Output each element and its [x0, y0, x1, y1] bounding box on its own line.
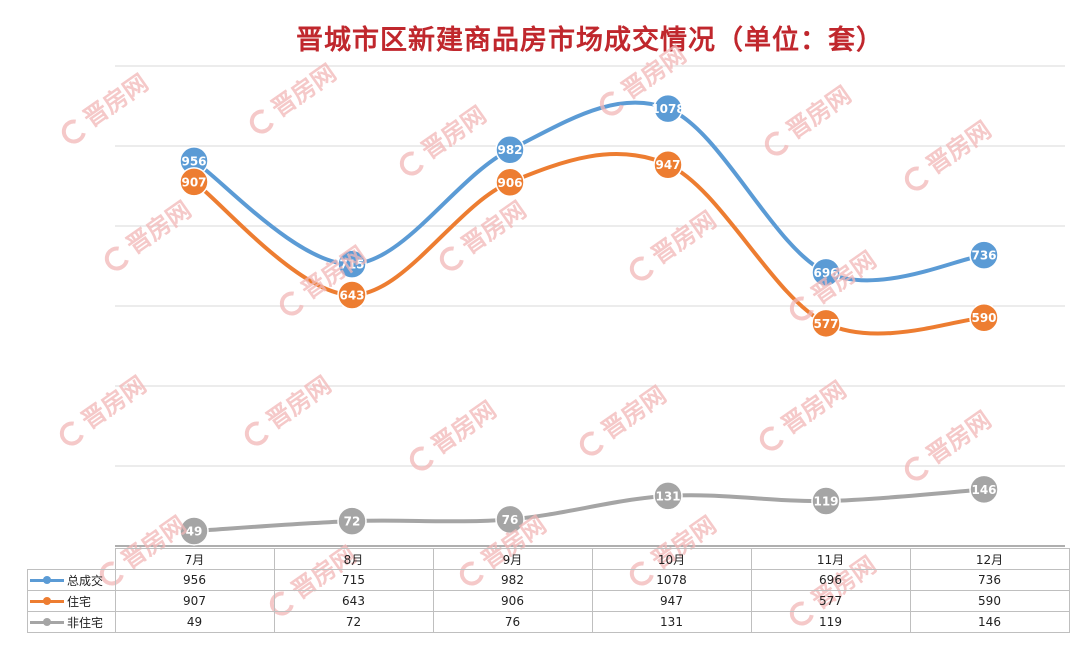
data-point — [969, 240, 999, 270]
table-header-month: 11月 — [750, 548, 911, 570]
table-cell: 72 — [273, 611, 434, 633]
data-label: 146 — [971, 483, 996, 497]
data-label: 131 — [655, 489, 680, 503]
data-label: 715 — [339, 258, 364, 272]
table-cell: 907 — [114, 590, 275, 612]
data-label: 1078 — [651, 102, 684, 116]
table-row: 非住宅 49 72 76 131 119 146 — [27, 611, 1070, 633]
data-label: 956 — [181, 154, 206, 168]
data-point — [337, 280, 367, 310]
data-point — [179, 167, 209, 197]
series-line-path — [192, 100, 986, 283]
table-cell: 1078 — [591, 569, 752, 591]
series-markers-1: 907 643 906 947 577 590 — [179, 149, 999, 339]
data-point — [179, 516, 209, 546]
table-cell: 76 — [432, 611, 593, 633]
data-point — [495, 167, 525, 198]
table-cell: 131 — [591, 611, 752, 633]
table-cell: 956 — [114, 569, 275, 591]
data-label: 907 — [181, 175, 206, 189]
legend-entry: 非住宅 — [27, 611, 116, 633]
chart-title: 晋城市区新建商品房市场成交情况（单位：套） — [296, 25, 884, 56]
data-point — [811, 308, 841, 339]
data-point — [495, 134, 525, 165]
table-cell: 736 — [909, 569, 1070, 591]
table-row: 总成交 956 715 982 1078 696 736 — [27, 569, 1070, 591]
legend-key-icon — [30, 597, 64, 607]
table-body: 总成交 956 715 982 1078 696 736 住宅 907 643 906 947 577 5… — [27, 569, 1070, 633]
table-corner — [27, 548, 116, 570]
data-label: 119 — [813, 494, 838, 508]
data-point — [969, 474, 999, 505]
table-header-month: 7月 — [114, 548, 275, 570]
data-point — [337, 506, 367, 536]
data-label: 696 — [813, 266, 838, 280]
data-label: 76 — [502, 513, 519, 527]
data-label: 643 — [339, 289, 364, 303]
table-cell: 982 — [432, 569, 593, 591]
table-cell: 119 — [750, 611, 911, 633]
gridlines — [115, 65, 1065, 547]
legend-key-icon — [30, 576, 64, 586]
legend-entry: 住宅 — [27, 590, 116, 612]
table-cell: 146 — [909, 611, 1070, 633]
data-label: 590 — [971, 311, 996, 325]
series-line-path — [192, 487, 986, 533]
table-cell: 715 — [273, 569, 434, 591]
data-label: 72 — [344, 515, 361, 529]
data-point — [495, 504, 525, 535]
legend-entry: 总成交 — [27, 569, 116, 591]
data-label: 736 — [971, 249, 996, 263]
data-point — [337, 249, 367, 279]
line-chart: 956 715 982 1078 696 736 907 643 906 947 577 590 49 7… — [115, 65, 1065, 547]
table-cell: 643 — [273, 590, 434, 612]
data-table: 7月 8月 9月 10月 11月 12月 总成交 956 715 982 1078 696 736 住宅… — [27, 548, 1070, 633]
table-cell: 590 — [909, 590, 1070, 612]
data-label: 982 — [497, 143, 522, 157]
data-point — [653, 149, 683, 180]
table-cell: 947 — [591, 590, 752, 612]
data-label: 577 — [813, 317, 838, 331]
series-line-path — [192, 152, 986, 336]
table-cell: 696 — [750, 569, 911, 591]
legend-label: 总成交 — [67, 573, 104, 588]
series-markers-0: 956 715 982 1078 696 736 — [179, 93, 999, 288]
data-point — [811, 257, 841, 288]
table-row: 住宅 907 643 906 947 577 590 — [27, 590, 1070, 612]
table-cell: 577 — [750, 590, 911, 612]
table-header-month: 12月 — [909, 548, 1070, 570]
table-header-month: 10月 — [591, 548, 752, 570]
series-markers-2: 49 72 76 131 119 146 — [179, 474, 999, 546]
data-point — [653, 93, 683, 124]
data-point — [811, 486, 841, 516]
table-header-month: 9月 — [432, 548, 593, 570]
table-header-row: 7月 8月 9月 10月 11月 12月 — [27, 548, 1070, 570]
series-line-1 — [192, 152, 986, 336]
series-line-0 — [192, 100, 986, 283]
legend-label: 非住宅 — [67, 615, 104, 630]
series-line-2 — [192, 487, 986, 533]
data-point — [653, 481, 683, 511]
data-label: 49 — [186, 524, 203, 538]
legend-label: 住宅 — [67, 594, 92, 609]
table-header-month: 8月 — [273, 548, 434, 570]
data-label: 906 — [497, 176, 522, 190]
data-point — [969, 302, 999, 333]
table-cell: 49 — [114, 611, 275, 633]
data-label: 947 — [655, 158, 680, 172]
table-cell: 906 — [432, 590, 593, 612]
legend-key-icon — [30, 618, 64, 628]
